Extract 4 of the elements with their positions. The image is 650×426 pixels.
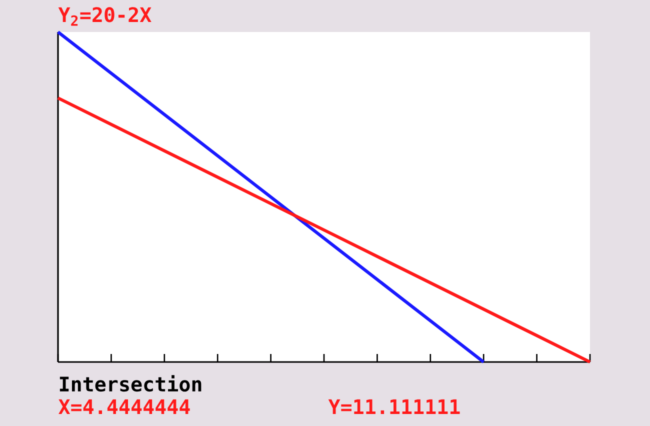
text: Y=11.111111 [328, 399, 460, 414]
text: X=4.4444444 [58, 399, 190, 414]
chart-title: Y$_{2}$=20-2X [58, 7, 152, 26]
text: Intersection [60, 375, 202, 392]
